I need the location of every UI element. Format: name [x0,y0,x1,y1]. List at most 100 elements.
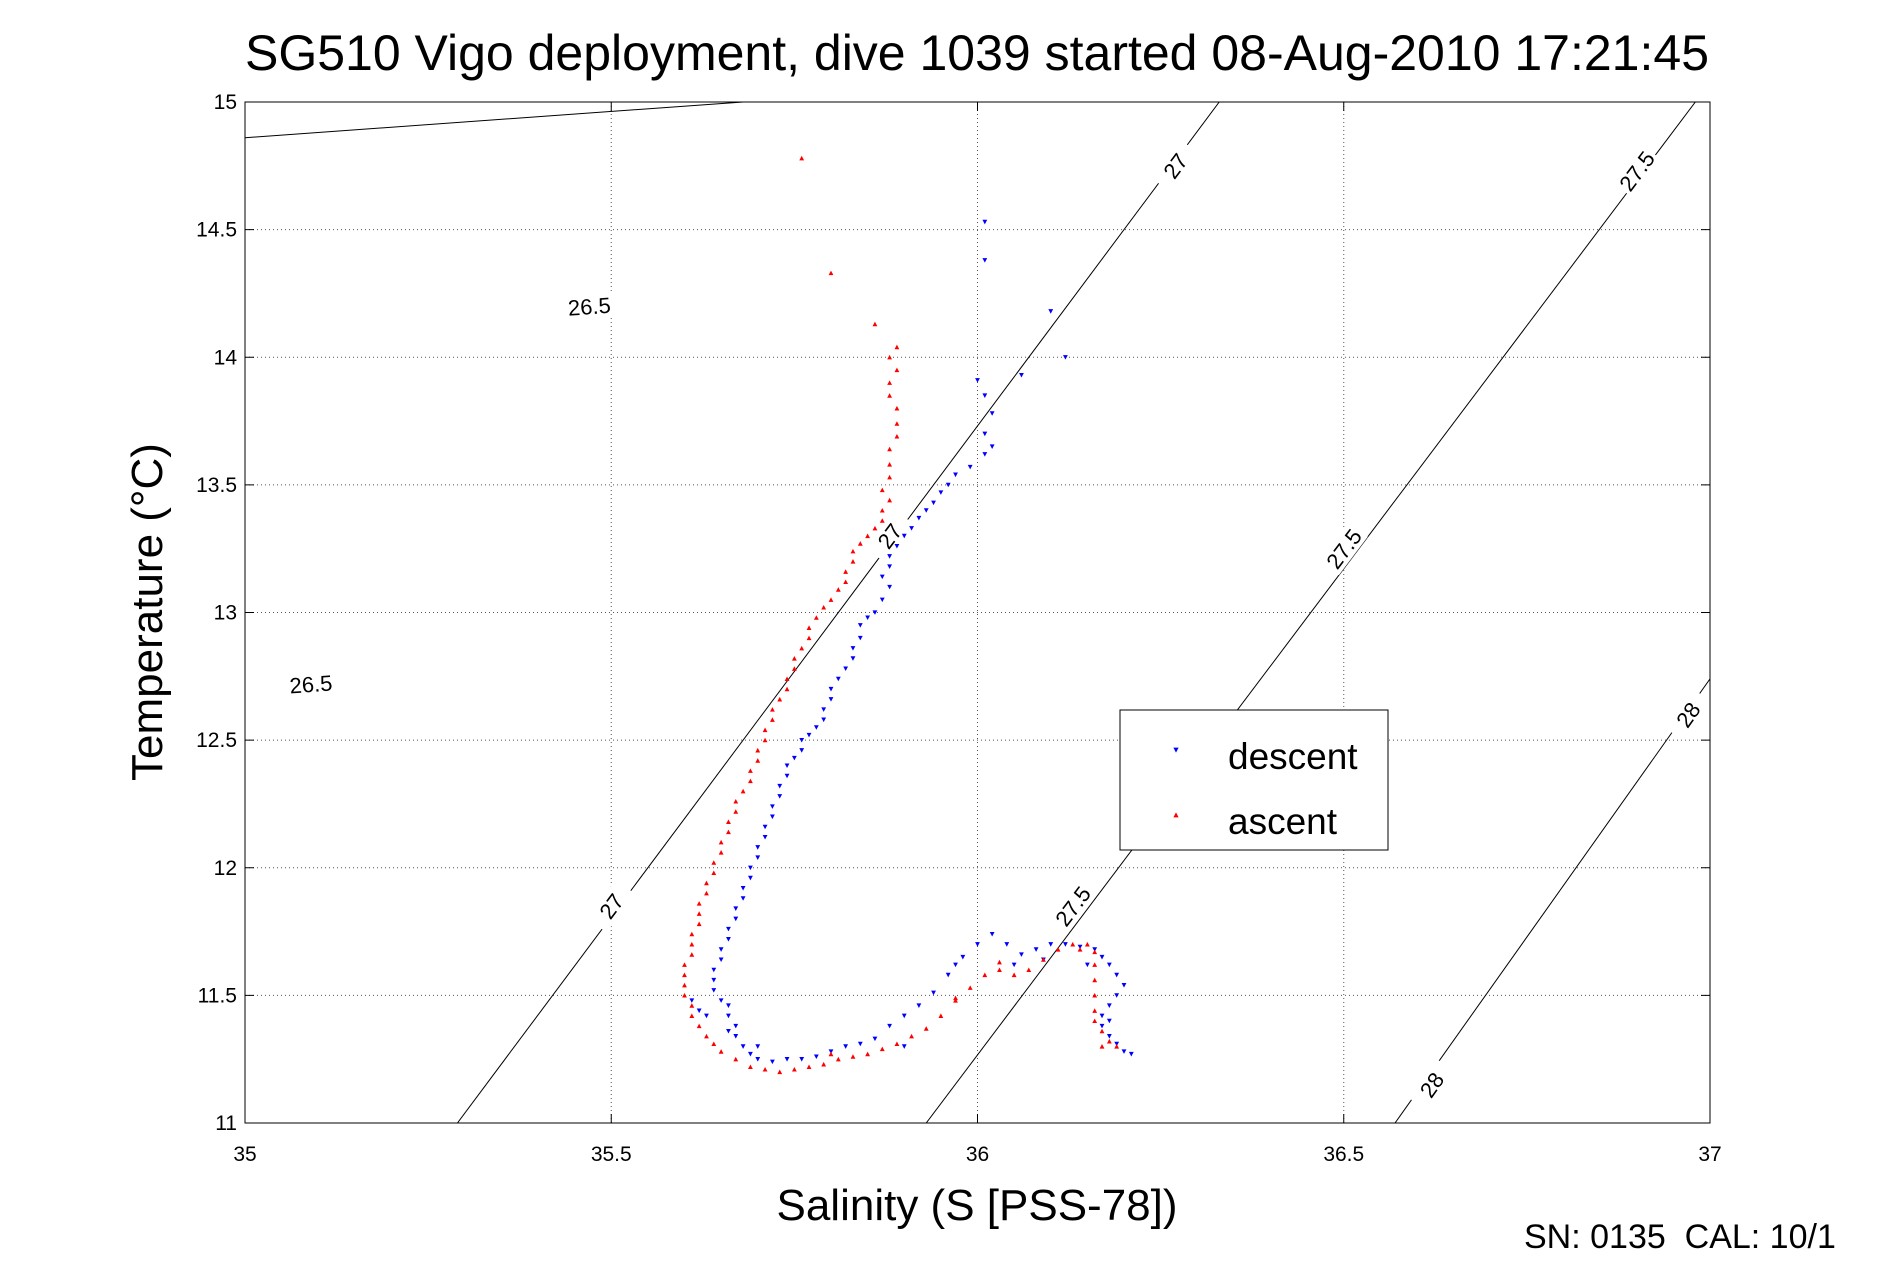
descent-point [989,411,995,416]
ascent-point [828,597,834,602]
ascent-point [755,747,761,753]
ascent-point [843,569,849,574]
descent-point [1114,1041,1120,1047]
ascent-point [689,931,695,937]
descent-point [770,1059,775,1065]
ascent-point [682,972,687,978]
descent-point [799,748,805,753]
ascent-point [704,880,709,886]
descent-point [967,464,973,470]
legend: descent ascent [1119,709,1389,851]
descent-point [1033,947,1039,952]
ascent-point [755,758,761,763]
descent-point [901,533,907,539]
descent-point [953,472,958,478]
descent-point [799,737,805,743]
ascent-point [1084,941,1090,947]
ascent-point [887,354,892,360]
descent-point [901,1044,907,1049]
descent-point [777,794,783,799]
descent-point [711,967,717,973]
descent-point [982,258,988,263]
ascent-point [850,1054,856,1059]
ascent-point [704,890,709,896]
descent-point [740,886,746,891]
ascent-point [799,645,805,651]
y-tick-label: 15 [214,91,237,114]
descent-point [806,732,812,738]
descent-point [953,962,958,968]
descent-point [909,526,914,531]
ascent-point [894,421,900,426]
ascent-point [872,321,878,327]
descent-point [718,947,724,952]
ascent-point [1070,941,1076,947]
ascent-point [872,525,878,531]
ascent-point [682,982,687,988]
x-tick-label: 36 [966,1143,989,1166]
ascent-point [791,656,797,661]
descent-point [857,635,863,641]
ascent-point [909,1033,914,1039]
descent-point [982,431,988,437]
descent-point [777,783,783,789]
x-tick-label: 36.5 [1323,1143,1364,1166]
descent-point [843,666,849,672]
ascent-point [689,952,695,957]
descent-point [879,597,885,603]
descent-point [718,998,724,1003]
descent-point [1092,947,1098,952]
ascent-point [806,625,812,630]
ascent-point [1092,977,1098,983]
descent-point [901,1013,907,1019]
ascent-point [879,508,885,513]
ascent-point [799,155,805,161]
contour-label-background [564,292,615,320]
ascent-point [791,666,797,671]
descent-point [931,500,936,506]
ascent-point [828,270,834,276]
descent-point [733,1023,739,1029]
ascent-point [953,998,958,1003]
ascent-point [762,727,768,733]
descent-point [850,646,856,651]
ascent-point [682,962,687,967]
descent-point [1019,372,1024,378]
descent-point [748,1051,753,1057]
ascent-point [733,1056,739,1062]
ascent-point [1099,1044,1105,1049]
y-tick-label: 12.5 [196,729,237,752]
descent-point [813,1054,819,1060]
y-tick-label: 11 [215,1112,237,1135]
ascent-point [887,380,892,385]
ascent-point [865,1051,871,1057]
y-axis-label: Temperature (°C) [123,443,172,781]
ascent-point [843,579,849,585]
ascent-point [997,959,1002,965]
descent-point [755,845,761,850]
ascent-point [784,686,790,692]
descent-point [726,1003,731,1008]
descent-point [879,574,885,580]
descent-point [857,623,863,628]
descent-point [872,1036,878,1042]
x-axis-label: Salinity (S [PSS-78]) [776,1181,1177,1230]
descent-point [945,482,951,488]
descent-point [755,1044,761,1049]
descent-point [748,865,753,871]
ascent-point [997,967,1002,973]
descent-point [718,957,724,963]
y-tick-label: 13 [214,602,237,625]
ascent-point [689,941,695,947]
descent-point [1099,1013,1105,1019]
descent-point [740,1044,746,1049]
descent-point [733,916,739,922]
descent-point [1099,954,1105,960]
ascent-point [865,533,871,539]
descent-point [791,755,797,761]
legend-marker-ascent [1173,812,1179,818]
legend-marker-descent [1173,747,1179,753]
descent-point [1011,962,1017,968]
ascent-point [887,474,892,480]
contour-line-26-5 [245,102,744,139]
